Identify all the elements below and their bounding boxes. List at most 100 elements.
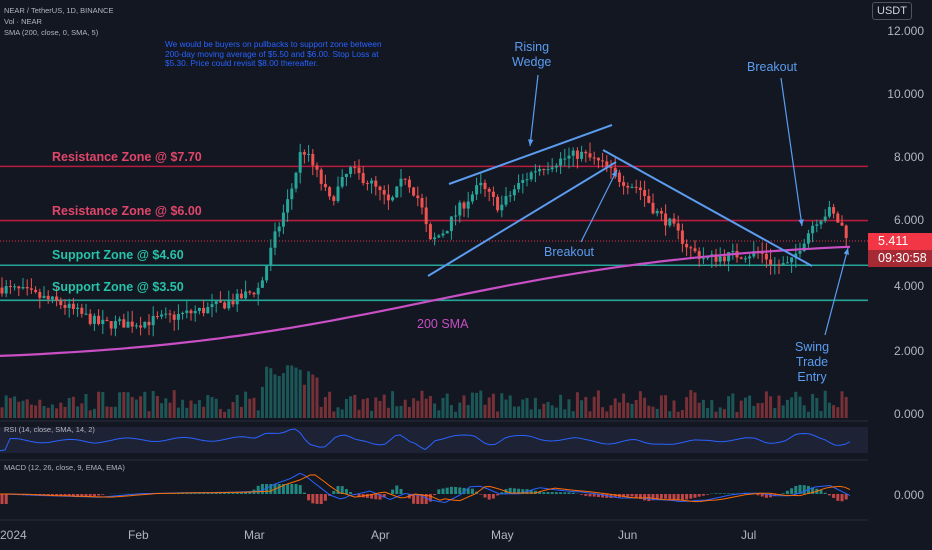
volume-bar bbox=[773, 407, 777, 418]
macd-histogram-bar bbox=[764, 494, 768, 498]
rising-wedge-line1: Rising bbox=[514, 40, 550, 54]
volume-bar bbox=[416, 400, 420, 418]
volume-bar bbox=[781, 405, 785, 418]
candle-body bbox=[781, 263, 785, 266]
volume-legend[interactable]: Vol · NEAR bbox=[4, 17, 42, 26]
candle-body bbox=[697, 251, 701, 259]
candle-body bbox=[479, 182, 483, 186]
swing-trade-label: Swing Trade Entry bbox=[795, 340, 829, 385]
candle-body bbox=[655, 211, 659, 214]
macd-histogram-bar bbox=[101, 494, 105, 495]
macd-histogram-bar bbox=[844, 494, 848, 500]
candle-body bbox=[172, 314, 176, 320]
sma-legend[interactable]: SMA (200, close, 0, SMA, 5) bbox=[4, 28, 99, 37]
volume-bar bbox=[63, 406, 67, 418]
candle-body bbox=[819, 220, 823, 225]
candle-body bbox=[525, 179, 529, 181]
resistance-zone-770-label: Resistance Zone @ $7.70 bbox=[52, 150, 202, 164]
volume-bar bbox=[697, 402, 701, 418]
volume-bar bbox=[433, 403, 437, 418]
candle-body bbox=[529, 172, 533, 180]
volume-bar bbox=[580, 400, 584, 418]
macd-histogram-bar bbox=[718, 493, 722, 494]
candle-body bbox=[134, 325, 138, 327]
candle-body bbox=[550, 167, 554, 170]
signal-line bbox=[0, 474, 851, 503]
y-tick-6: 6.000 bbox=[893, 213, 924, 227]
candle-body bbox=[67, 303, 71, 309]
candle-body bbox=[307, 153, 311, 155]
volume-bar bbox=[336, 407, 340, 418]
volume-bar bbox=[260, 386, 264, 418]
candle-body bbox=[647, 195, 651, 203]
volume-bar bbox=[227, 409, 231, 418]
volume-bar bbox=[134, 399, 138, 418]
candle-body bbox=[252, 292, 256, 295]
candle-body bbox=[798, 251, 802, 254]
volume-bar bbox=[244, 391, 248, 418]
candle-body bbox=[319, 169, 323, 184]
volume-bar bbox=[655, 408, 659, 418]
macd-histogram-bar bbox=[235, 491, 239, 494]
volume-bar bbox=[59, 402, 63, 418]
volume-bar bbox=[67, 398, 71, 418]
candle-body bbox=[42, 295, 46, 298]
volume-bar bbox=[206, 394, 210, 418]
macd-histogram-bar bbox=[689, 494, 693, 499]
macd-histogram-bar bbox=[634, 494, 638, 498]
candle-body bbox=[248, 291, 252, 293]
volume-bar bbox=[454, 411, 458, 418]
macd-histogram-bar bbox=[731, 493, 735, 494]
candle-body bbox=[231, 301, 235, 305]
volume-bar bbox=[525, 398, 529, 418]
volume-bar bbox=[223, 411, 227, 418]
volume-bar bbox=[101, 392, 105, 418]
candle-body bbox=[193, 311, 197, 314]
macd-histogram-bar bbox=[458, 487, 462, 494]
volume-bar bbox=[638, 391, 642, 418]
volume-bar bbox=[575, 392, 579, 418]
volume-bar bbox=[617, 402, 621, 418]
volume-bar bbox=[626, 402, 630, 418]
candle-body bbox=[34, 289, 38, 292]
candle-body bbox=[84, 313, 88, 315]
currency-button[interactable]: USDT bbox=[872, 2, 912, 20]
macd-legend[interactable]: MACD (12, 26, close, 9, EMA, EMA) bbox=[4, 463, 125, 472]
volume-bar bbox=[802, 405, 806, 418]
breakout-mid-arrow-head bbox=[611, 170, 617, 177]
volume-bar bbox=[806, 411, 810, 418]
macd-histogram-bar bbox=[638, 494, 642, 500]
rsi-legend[interactable]: RSI (14, close, SMA, 14, 2) bbox=[4, 425, 95, 434]
candle-body bbox=[176, 314, 180, 320]
candle-body bbox=[277, 226, 281, 232]
candle-body bbox=[790, 257, 794, 263]
candle-body bbox=[760, 252, 764, 254]
volume-bar bbox=[601, 407, 605, 418]
breakout-top-label: Breakout bbox=[747, 60, 798, 74]
volume-bar bbox=[122, 391, 126, 418]
volume-bar bbox=[798, 396, 802, 418]
volume-bar bbox=[92, 408, 96, 418]
volume-bar bbox=[214, 398, 218, 418]
candle-body bbox=[235, 293, 239, 305]
volume-bar bbox=[449, 404, 453, 418]
macd-histogram-bar bbox=[785, 490, 789, 494]
volume-bar bbox=[88, 410, 92, 418]
macd-histogram-bar bbox=[223, 492, 227, 494]
candle-body bbox=[815, 224, 819, 226]
candle-body bbox=[239, 293, 243, 299]
candle-body bbox=[332, 196, 336, 201]
volume-bar bbox=[277, 376, 281, 418]
candle-body bbox=[571, 150, 575, 156]
candle-body bbox=[802, 243, 806, 252]
volume-bar bbox=[622, 393, 626, 418]
x-tick-mar: Mar bbox=[244, 528, 265, 542]
macd-histogram-bar bbox=[71, 494, 75, 497]
macd-histogram-bar bbox=[651, 494, 655, 501]
symbol-legend[interactable]: NEAR / TetherUS, 1D, BINANCE bbox=[4, 6, 114, 15]
volume-bar bbox=[491, 393, 495, 418]
candle-body bbox=[748, 256, 752, 259]
macd-histogram-bar bbox=[307, 494, 311, 501]
volume-bar bbox=[252, 397, 256, 418]
